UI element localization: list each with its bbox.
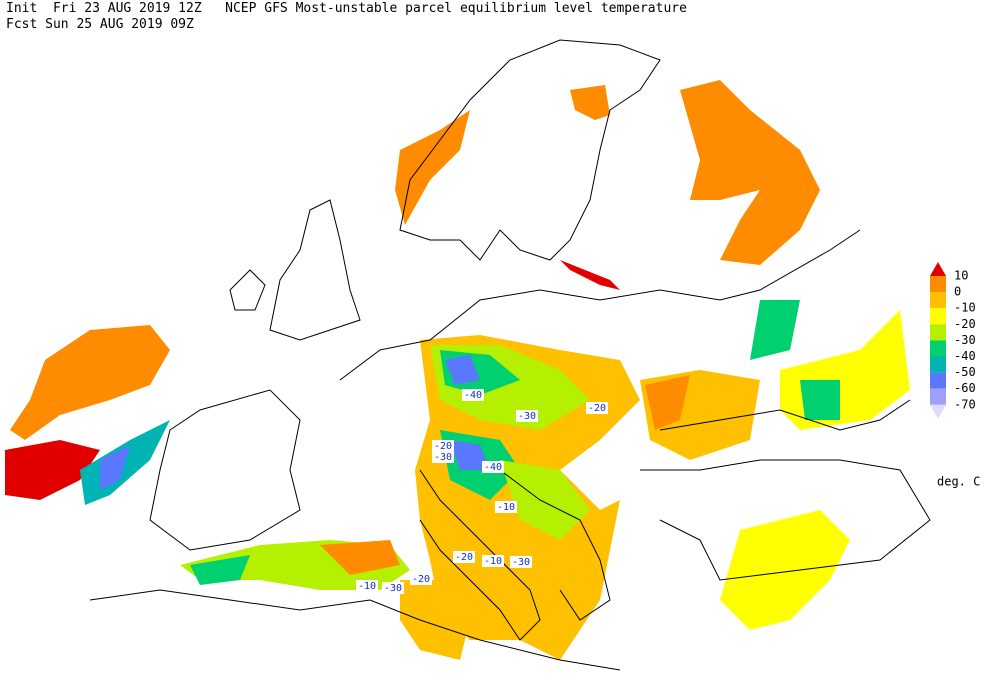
legend-swatch [930, 324, 946, 341]
contour-label-bg [510, 556, 532, 568]
contour-labels: -40-30-20-20-30-40-10-20 -10 -30-10 -30-20 [356, 389, 608, 594]
contour-label-bg [432, 451, 454, 463]
contour-label-bg [432, 440, 454, 452]
legend-swatch [930, 276, 946, 293]
contour-label-bg [410, 573, 432, 585]
contour-label: -30 [384, 583, 402, 594]
header-line2: Fcst Sun 25 AUG 2019 09Z [6, 17, 194, 32]
contour-label-bg [453, 551, 475, 563]
contour-label: -20 [434, 441, 452, 452]
legend-arrow-top [930, 262, 946, 276]
legend-label: -60 [954, 381, 976, 395]
legend-swatch [930, 372, 946, 389]
contour-label-bg [586, 402, 608, 414]
legend-label: 0 [954, 285, 961, 299]
legend-label: -30 [954, 333, 976, 347]
contour-label: -30 [434, 452, 452, 463]
contour-label-bg [356, 580, 378, 592]
legend-arrow-bottom [930, 404, 946, 419]
header-line1: Init Fri 23 AUG 2019 12Z NCEP GFS Most-u… [6, 1, 687, 16]
contour-label-bg [482, 461, 504, 473]
legend-label: -70 [954, 397, 976, 411]
contour-label-bg [516, 410, 538, 422]
legend: 10 0 -10 -20 -30 -40 -50 -60 -70 [930, 262, 976, 419]
contour-label: -20 [588, 403, 606, 414]
legend-swatch [930, 356, 946, 373]
legend-swatch [930, 340, 946, 357]
contour-label: -40 [464, 390, 482, 401]
contour-label: -30 [512, 557, 530, 568]
contour-label-bg [462, 389, 484, 401]
contour-label: -20 [455, 552, 473, 563]
legend-swatch [930, 292, 946, 309]
legend-swatch [930, 388, 946, 405]
contour-label-bg [495, 501, 517, 513]
contour-label: -40 [484, 462, 502, 473]
contour-label: -10 [497, 502, 515, 513]
contour-label: -30 [518, 411, 536, 422]
contour-label-bg [482, 555, 504, 567]
legend-label: -10 [954, 301, 976, 315]
contour-label: -20 [412, 574, 430, 585]
legend-swatch [930, 308, 946, 325]
coastlines [89, 39, 931, 671]
contour-label: -10 [484, 556, 502, 567]
field-areas [5, 80, 910, 660]
contour-label-bg [382, 582, 404, 594]
legend-label: -20 [954, 317, 976, 331]
contour-label: -10 [358, 581, 376, 592]
legend-label: -50 [954, 365, 976, 379]
legend-label: 10 [954, 269, 968, 283]
legend-label: -40 [954, 349, 976, 363]
legend-unit: deg. C [937, 475, 980, 489]
